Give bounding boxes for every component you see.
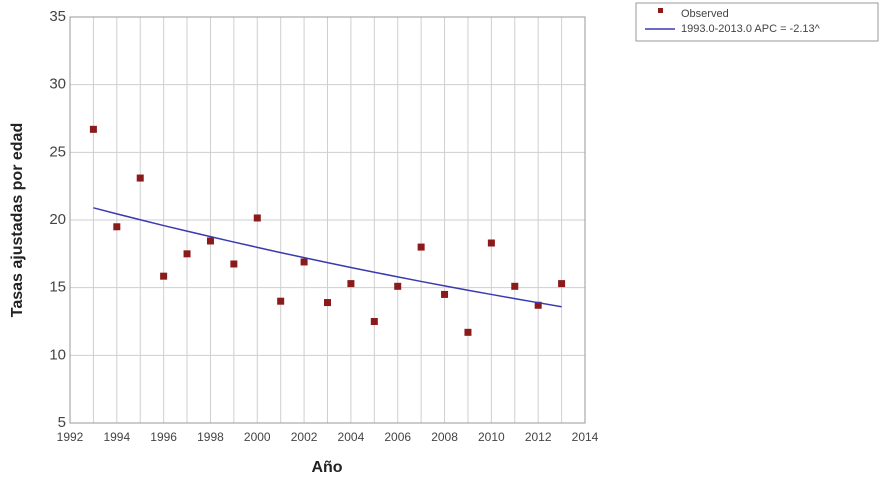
x-tick-label: 1994 xyxy=(103,430,130,444)
x-tick-label: 2008 xyxy=(431,430,458,444)
point xyxy=(511,282,519,290)
legend-label: 1993.0-2013.0 APC = -2.13^ xyxy=(681,23,821,35)
point xyxy=(160,272,168,280)
point xyxy=(230,260,238,268)
point xyxy=(417,243,425,251)
y-tick-label: 5 xyxy=(58,414,66,431)
point xyxy=(441,290,449,298)
x-tick-label: 1996 xyxy=(150,430,177,444)
y-tick-label: 35 xyxy=(49,8,66,25)
point xyxy=(113,223,121,231)
point xyxy=(464,328,472,336)
point xyxy=(558,280,566,288)
trend-line xyxy=(93,207,562,308)
x-tick-label: 1998 xyxy=(197,430,224,444)
x-tick-label: 2000 xyxy=(244,430,271,444)
legend-box xyxy=(635,2,879,42)
point xyxy=(253,214,261,222)
x-tick-label: 2006 xyxy=(384,430,411,444)
point xyxy=(394,282,402,290)
legend-label: Observed xyxy=(681,8,729,20)
y-tick-label: 20 xyxy=(49,211,66,228)
x-tick-label: 1992 xyxy=(57,430,84,444)
y-axis-label: Tasas ajustadas por edad xyxy=(9,123,26,317)
point xyxy=(347,280,355,288)
point xyxy=(277,297,285,305)
y-tick-label: 10 xyxy=(49,346,66,363)
point xyxy=(183,250,191,258)
x-axis-label: Año xyxy=(311,459,342,476)
x-tick-label: 2002 xyxy=(291,430,318,444)
point xyxy=(370,318,378,325)
plot-border xyxy=(69,16,586,424)
legend-swatch xyxy=(658,8,663,13)
point xyxy=(324,299,331,307)
point xyxy=(534,301,542,309)
point xyxy=(89,125,97,133)
point xyxy=(136,174,144,182)
point xyxy=(487,239,495,247)
x-tick-label: 2012 xyxy=(525,430,552,444)
y-tick-label: 15 xyxy=(49,279,66,296)
x-tick-label: 2004 xyxy=(338,430,365,444)
x-tick-label: 2014 xyxy=(572,430,599,444)
y-tick-label: 25 xyxy=(49,143,66,160)
point xyxy=(300,258,308,266)
x-tick-label: 2010 xyxy=(478,430,505,444)
point xyxy=(206,237,214,245)
y-tick-label: 30 xyxy=(49,76,66,93)
